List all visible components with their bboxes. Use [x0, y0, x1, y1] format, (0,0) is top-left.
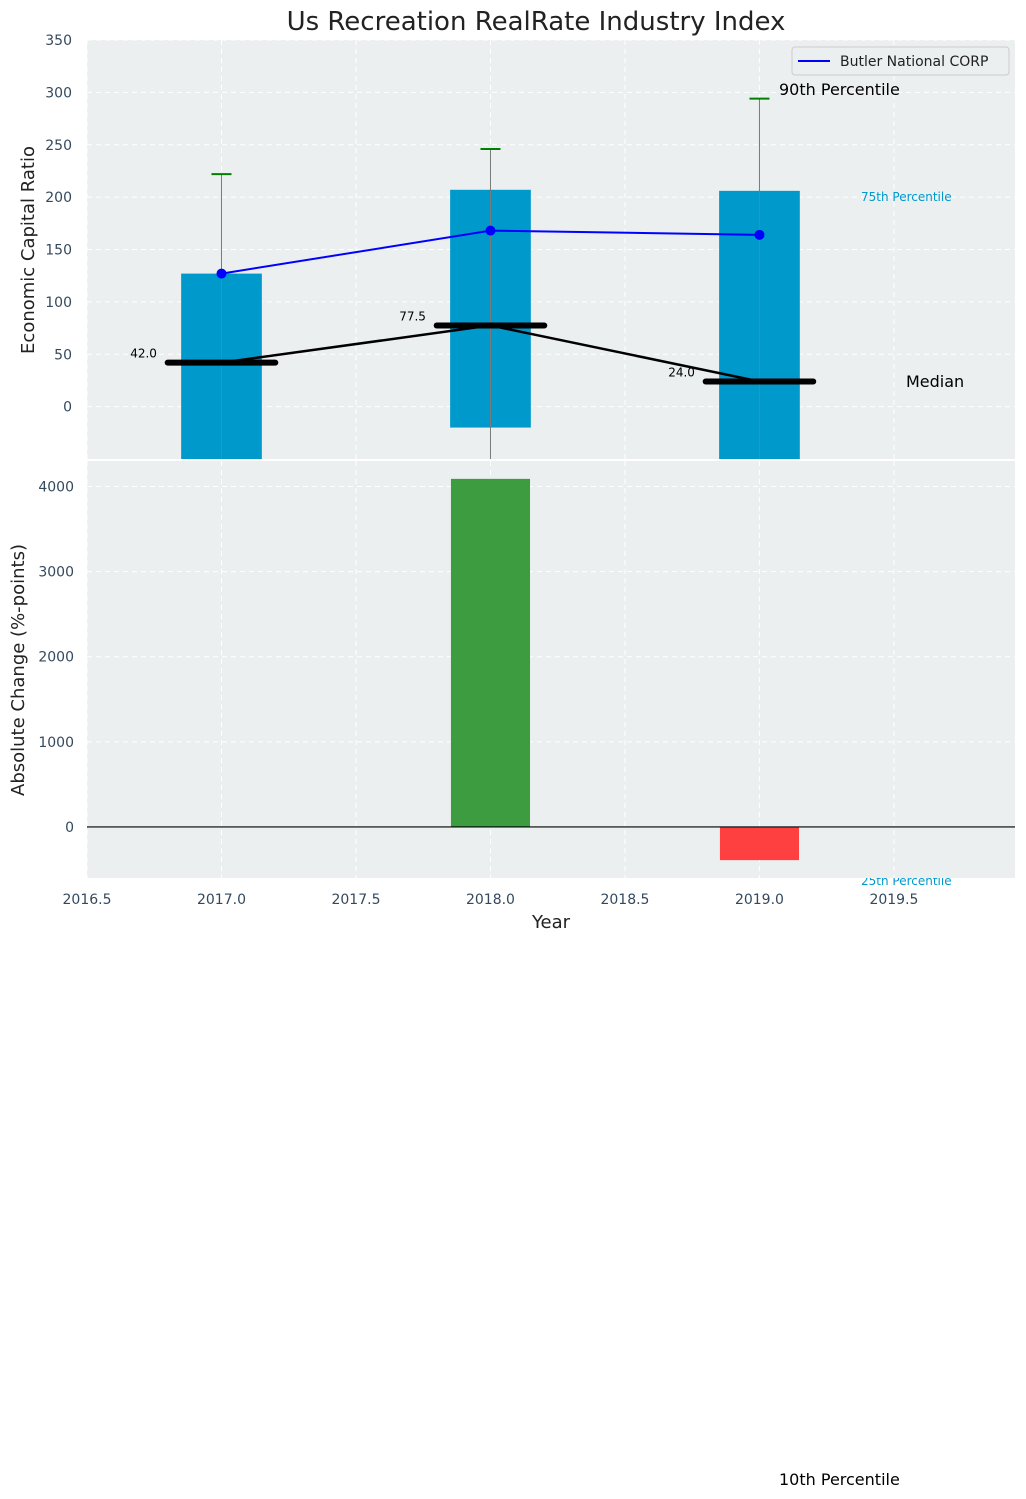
top-y-tick-label: 200: [45, 190, 72, 206]
bottom-panel-background: [87, 461, 1015, 878]
top-y-tick-label: 350: [45, 33, 72, 49]
bottom-y-tick-label: 3000: [38, 565, 74, 581]
x-tick-label: 2019.0: [735, 892, 784, 908]
company-series-point: [216, 268, 227, 279]
top-y-tick-label: 250: [45, 138, 72, 154]
bottom-y-tick-label: 4000: [38, 480, 74, 496]
top-panel-marks: 42.0 77.5 24.0: [130, 97, 817, 459]
p75-annotation: 75th Percentile: [861, 190, 952, 204]
bottom-y-axis: 0 1000 2000 3000 4000: [38, 480, 74, 836]
change-bar: [719, 826, 800, 861]
bottom-panel-marks: [87, 478, 1015, 861]
x-axis: 2016.5 2017.0 2017.5 2018.0 2018.5 2019.0 2019…: [63, 892, 919, 908]
company-series-point: [754, 229, 765, 240]
change-bar: [450, 478, 531, 827]
x-tick-label: 2017.5: [331, 892, 380, 908]
median-annotation: Median: [906, 372, 964, 391]
bottom-y-tick-label: 1000: [38, 735, 74, 751]
x-tick-label: 2019.5: [869, 892, 918, 908]
p90-annotation: 90th Percentile: [779, 80, 900, 99]
legend-label: Butler National CORP: [840, 54, 988, 70]
bottom-y-tick-label: 2000: [38, 650, 74, 666]
top-y-tick-label: 0: [63, 400, 72, 416]
top-y-tick-label: 100: [45, 295, 72, 311]
median-value-label: 77.5: [399, 309, 426, 323]
top-y-tick-label: 300: [45, 85, 72, 101]
x-tick-label: 2016.5: [63, 892, 112, 908]
x-tick-label: 2018.5: [600, 892, 649, 908]
bottom-y-axis-label: Absolute Change (%-points): [8, 544, 29, 796]
x-tick-label: 2017.0: [197, 892, 246, 908]
company-series-point: [485, 225, 496, 236]
x-axis-label: Year: [531, 912, 571, 933]
top-y-axis: 0 50 100 150 200 250 300 350: [45, 33, 72, 416]
median-value-label: 24.0: [668, 365, 695, 379]
p10-annotation: 10th Percentile: [779, 1470, 900, 1489]
bottom-y-tick-label: 0: [65, 820, 74, 836]
top-y-tick-label: 150: [45, 243, 72, 259]
legend: Butler National CORP: [791, 46, 1010, 76]
chart-title: Us Recreation RealRate Industry Index: [287, 7, 786, 37]
median-value-label: 42.0: [130, 347, 157, 361]
top-y-tick-label: 50: [54, 347, 72, 363]
x-tick-label: 2018.0: [466, 892, 515, 908]
p25-annotation: 25th Percentile: [861, 874, 952, 888]
legend-box: [791, 46, 1010, 76]
top-y-axis-label: Economic Capital Ratio: [18, 146, 39, 354]
